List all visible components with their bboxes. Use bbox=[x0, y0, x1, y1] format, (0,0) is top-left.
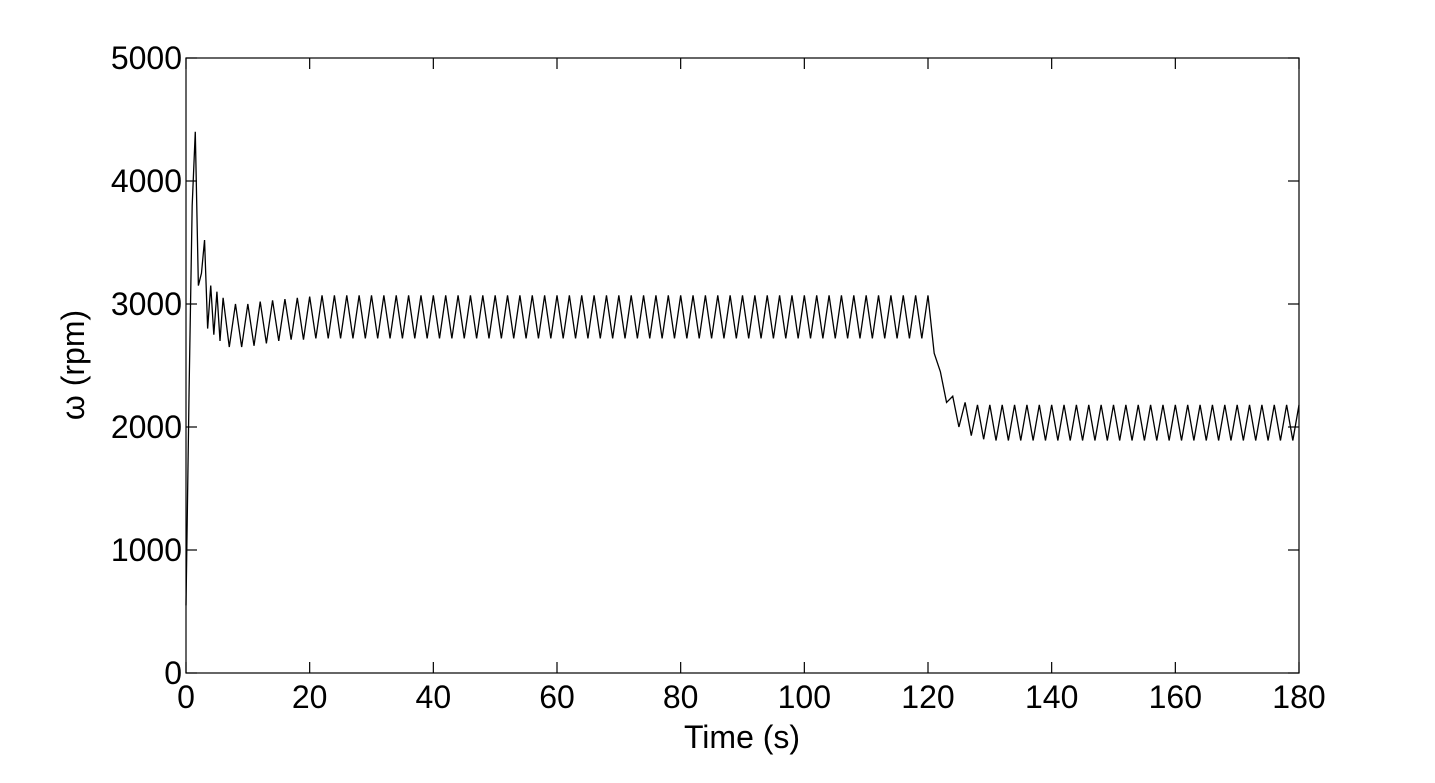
plot-box bbox=[185, 57, 1300, 674]
x-tick-label: 20 bbox=[292, 679, 328, 715]
y-tick-label: 4000 bbox=[111, 163, 182, 199]
y-tick-label: 5000 bbox=[111, 40, 182, 76]
x-tick-label: 80 bbox=[663, 679, 699, 715]
data-line bbox=[185, 131, 1300, 606]
y-tick-label: 3000 bbox=[111, 286, 182, 322]
x-tick-label: 120 bbox=[901, 679, 954, 715]
x-tick-label: 100 bbox=[778, 679, 831, 715]
x-tick-label: 140 bbox=[1025, 679, 1078, 715]
x-tick-label: 160 bbox=[1149, 679, 1202, 715]
x-tick-label: 60 bbox=[539, 679, 575, 715]
x-tick-label: 40 bbox=[416, 679, 452, 715]
y-tick-label: 2000 bbox=[111, 409, 182, 445]
x-axis-label: Time (s) bbox=[684, 719, 800, 755]
x-tick-label: 180 bbox=[1272, 679, 1325, 715]
y-tick-label: 0 bbox=[164, 655, 182, 691]
y-axis-label: ω (rpm) bbox=[55, 310, 91, 420]
y-tick-label: 1000 bbox=[111, 532, 182, 568]
x-tick-label: 0 bbox=[177, 679, 195, 715]
